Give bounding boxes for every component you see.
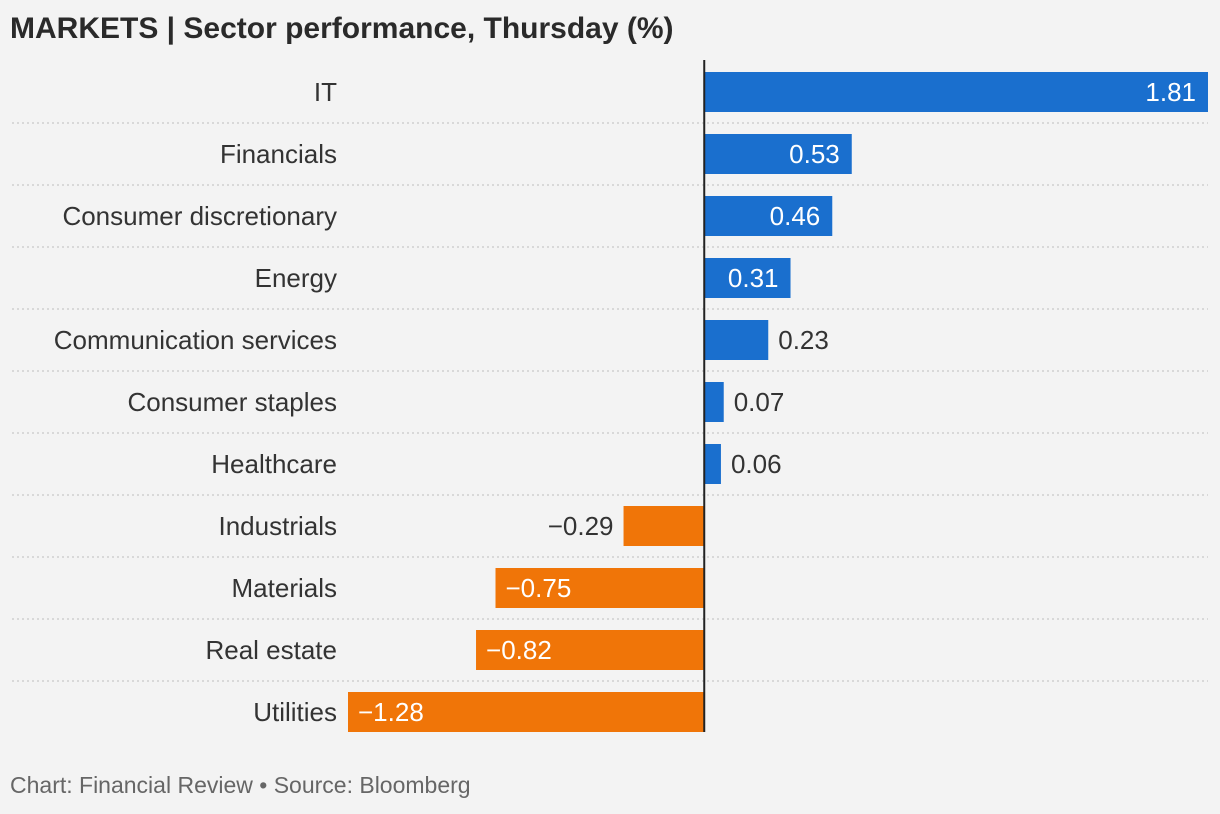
bar [704, 134, 852, 174]
bar [623, 506, 705, 546]
chart-source-footer: Chart: Financial Review • Source: Bloomb… [10, 772, 471, 798]
bar [348, 692, 705, 732]
gridlines-group [12, 122, 1208, 682]
bar-value-label: 1.81 [1145, 77, 1196, 107]
bar-value-label: −1.28 [358, 697, 424, 727]
value-labels-group: 1.81 0.53 0.46 0.31 0.23 0.07 0.06 −0.29 −0.75 −0… [358, 77, 1196, 727]
bar-value-label: 0.06 [731, 449, 782, 479]
bar-value-label: −0.75 [506, 573, 572, 603]
category-labels-group: IT Financials Consumer discretionary Energy… [54, 77, 337, 727]
category-label: Healthcare [211, 449, 337, 479]
category-label: Financials [220, 139, 337, 169]
bars-group [348, 72, 1208, 732]
bar [704, 72, 1208, 112]
category-label: Industrials [219, 511, 338, 541]
bar [704, 320, 769, 360]
category-label: Communication services [54, 325, 337, 355]
bar-chart: IT Financials Consumer discretionary Energy… [12, 60, 1208, 732]
bar-value-label: −0.29 [548, 511, 614, 541]
category-label: Consumer staples [127, 387, 337, 417]
bar [704, 382, 724, 422]
category-label: Energy [255, 263, 337, 293]
category-label: Materials [232, 573, 337, 603]
bar [704, 444, 721, 484]
bar [495, 568, 705, 608]
category-label: Utilities [253, 697, 337, 727]
bar-value-label: −0.82 [486, 635, 552, 665]
category-label: Real estate [205, 635, 337, 665]
category-label: Consumer discretionary [62, 201, 337, 231]
bar [476, 630, 705, 670]
category-label: IT [314, 77, 337, 107]
bar-value-label: 0.53 [789, 139, 840, 169]
chart-title: MARKETS | Sector performance, Thursday (… [10, 12, 674, 45]
bar [704, 258, 791, 298]
bar-value-label: 0.31 [728, 263, 779, 293]
bar-value-label: 0.46 [770, 201, 821, 231]
bar-value-label: 0.07 [734, 387, 785, 417]
bar-value-label: 0.23 [778, 325, 829, 355]
bar [704, 196, 833, 236]
